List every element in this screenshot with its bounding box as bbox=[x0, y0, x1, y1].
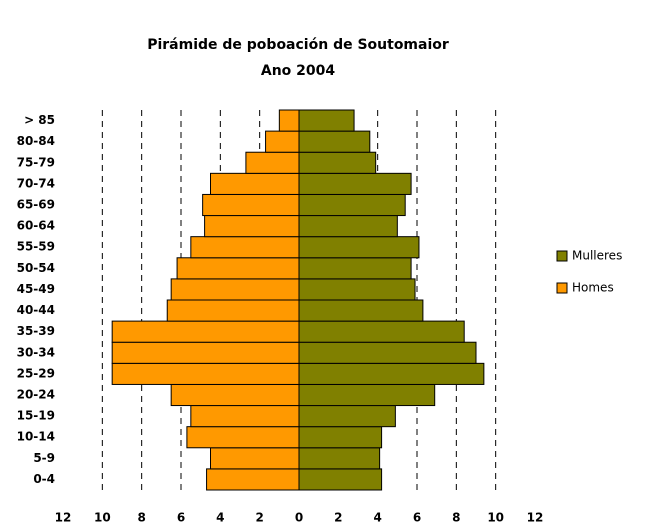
legend-label: Homes bbox=[572, 281, 614, 295]
bar bbox=[298, 215, 398, 238]
y-tick-label: 10-14 bbox=[17, 430, 55, 444]
chart-subtitle: Ano 2004 bbox=[261, 63, 336, 79]
bar bbox=[298, 278, 416, 301]
bar bbox=[298, 109, 355, 132]
y-tick-label: 40-44 bbox=[17, 303, 55, 317]
y-tick-label: > 85 bbox=[24, 113, 55, 127]
y-tick-label: 0-4 bbox=[33, 472, 55, 486]
legend-swatch bbox=[556, 250, 568, 262]
x-tick-label: 12 bbox=[55, 511, 72, 525]
bar bbox=[176, 257, 300, 280]
x-tick-label: 6 bbox=[413, 511, 421, 525]
y-tick-label: 55-59 bbox=[17, 240, 55, 254]
y-tick-label: 80-84 bbox=[17, 134, 55, 148]
bar bbox=[298, 172, 412, 195]
bar bbox=[298, 236, 420, 259]
bar bbox=[190, 236, 300, 259]
y-tick-label: 70-74 bbox=[17, 176, 55, 190]
x-tick-label: 8 bbox=[137, 511, 145, 525]
bar bbox=[186, 426, 300, 449]
bar bbox=[111, 362, 300, 385]
x-tick-label: 2 bbox=[334, 511, 342, 525]
bar bbox=[190, 405, 300, 428]
y-tick-label: 15-19 bbox=[17, 409, 55, 423]
bar bbox=[298, 151, 377, 174]
bar bbox=[111, 341, 300, 364]
bar bbox=[206, 468, 300, 491]
bar bbox=[298, 426, 383, 449]
bar bbox=[210, 172, 300, 195]
bar bbox=[210, 447, 300, 470]
bar bbox=[298, 130, 371, 153]
legend-label: Mulleres bbox=[572, 249, 622, 263]
x-tick-label: 2 bbox=[255, 511, 263, 525]
bar bbox=[298, 299, 424, 322]
bar bbox=[298, 320, 465, 343]
bar bbox=[204, 215, 300, 238]
x-tick-label: 6 bbox=[177, 511, 185, 525]
x-tick-label: 10 bbox=[487, 511, 504, 525]
y-tick-label: 35-39 bbox=[17, 324, 55, 338]
x-tick-label: 4 bbox=[373, 511, 381, 525]
bar bbox=[202, 193, 300, 217]
bar bbox=[298, 447, 381, 470]
bar bbox=[170, 383, 300, 407]
bar bbox=[298, 341, 477, 364]
x-tick-label: 4 bbox=[216, 511, 224, 525]
bar bbox=[111, 320, 300, 343]
bar bbox=[298, 257, 412, 280]
y-tick-label: 45-49 bbox=[17, 282, 55, 296]
legend-swatch bbox=[556, 282, 568, 294]
bar bbox=[298, 362, 485, 385]
bar bbox=[278, 109, 300, 132]
y-tick-label: 20-24 bbox=[17, 388, 55, 402]
bar bbox=[166, 299, 300, 322]
bar bbox=[265, 130, 300, 153]
x-tick-label: 10 bbox=[94, 511, 111, 525]
y-tick-label: 60-64 bbox=[17, 219, 55, 233]
bar bbox=[245, 151, 300, 174]
bar bbox=[298, 383, 436, 407]
y-tick-label: 25-29 bbox=[17, 366, 55, 380]
x-tick-label: 0 bbox=[295, 511, 303, 525]
x-tick-label: 8 bbox=[452, 511, 460, 525]
bar bbox=[298, 468, 383, 491]
y-tick-label: 5-9 bbox=[33, 451, 55, 465]
bar bbox=[298, 193, 406, 217]
bar bbox=[298, 405, 396, 428]
bar bbox=[170, 278, 300, 301]
y-tick-label: 65-69 bbox=[17, 198, 55, 212]
y-tick-label: 75-79 bbox=[17, 155, 55, 169]
y-tick-label: 30-34 bbox=[17, 345, 55, 359]
chart-title: Pirámide de poboación de Soutomaior bbox=[147, 37, 449, 53]
y-tick-label: 50-54 bbox=[17, 261, 55, 275]
x-tick-label: 12 bbox=[527, 511, 544, 525]
